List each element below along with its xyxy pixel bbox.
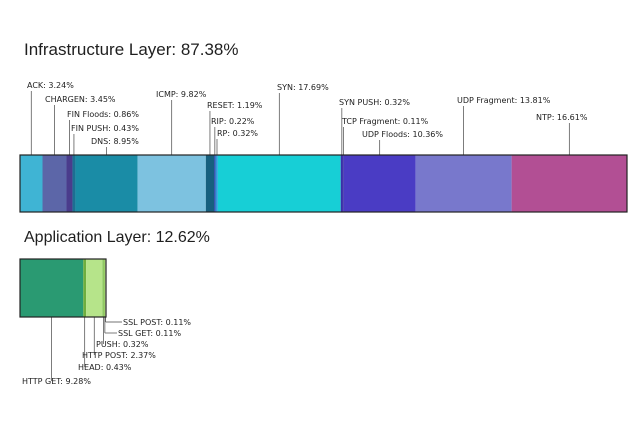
bar-segment-ntp — [511, 155, 627, 212]
segment-label-ntp: NTP: 16.61% — [536, 113, 588, 122]
bar-segment-syn — [217, 155, 341, 212]
application-bar-outline — [19, 258, 107, 318]
bar-segment-udp-fragment — [415, 155, 512, 212]
bar-segment-fin-floods — [66, 155, 73, 212]
segment-label-http-post: HTTP POST: 2.37% — [82, 351, 156, 360]
bar-segment-chargen — [42, 155, 67, 212]
segment-label-ssl-get: SSL GET: 0.11% — [118, 329, 181, 338]
bar-segment-head — [83, 259, 87, 317]
segment-label-fin-floods: FIN Floods: 0.86% — [67, 110, 139, 119]
bar-segment-http-post — [86, 259, 103, 317]
segment-label-rip: RIP: 0.22% — [211, 117, 255, 126]
bar-segment-udp-floods — [343, 155, 416, 212]
segment-label-http-get: HTTP GET: 9.28% — [22, 377, 91, 386]
segment-label-push: PUSH: 0.32% — [96, 340, 149, 349]
bar-segment-http-get — [20, 259, 84, 317]
bar-segment-fin-push — [72, 155, 76, 212]
segment-label-chargen: CHARGEN: 3.45% — [45, 95, 116, 104]
segment-label-syn-push: SYN PUSH: 0.32% — [339, 98, 410, 107]
segment-label-syn: SYN: 17.69% — [277, 83, 329, 92]
segment-label-head: HEAD: 0.43% — [78, 363, 132, 372]
bar-segment-rip — [214, 155, 216, 212]
bar-segment-ssl-get — [104, 259, 106, 317]
segment-label-udp-fragment: UDP Fragment: 13.81% — [457, 96, 551, 105]
segment-label-reset: RESET: 1.19% — [207, 101, 263, 110]
bar-segment-tcp-fragment — [342, 155, 344, 212]
bar-segment-push — [102, 259, 105, 317]
application-layer-title: Application Layer: 12.62% — [24, 229, 210, 246]
bar-segment-rp — [215, 155, 218, 212]
bar-segment-reset — [205, 155, 215, 212]
segment-label-rp: RP: 0.32% — [217, 129, 258, 138]
segment-label-icmp: ICMP: 9.82% — [156, 90, 207, 99]
segment-label-ack: ACK: 3.24% — [27, 81, 74, 90]
segment-label-tcp-fragment: TCP Fragment: 0.11% — [341, 117, 429, 126]
segment-label-fin-push: FIN PUSH: 0.43% — [71, 124, 139, 133]
bar-segment-ack — [20, 155, 43, 212]
segment-label-dns: DNS: 8.95% — [91, 137, 139, 146]
segment-label-ssl-post: SSL POST: 0.11% — [123, 318, 191, 327]
bar-segment-dns — [75, 155, 138, 212]
infrastructure-bar-outline — [19, 154, 628, 213]
infrastructure-layer-title: Infrastructure Layer: 87.38% — [24, 40, 239, 59]
bar-segment-syn-push — [340, 155, 343, 212]
segment-label-udp-floods: UDP Floods: 10.36% — [362, 130, 443, 139]
bar-segment-icmp — [137, 155, 206, 212]
